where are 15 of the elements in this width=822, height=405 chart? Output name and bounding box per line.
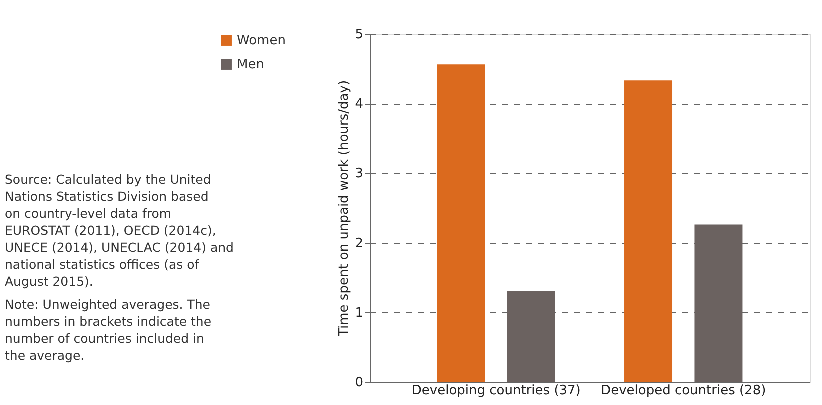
- legend-label: Men: [237, 58, 264, 72]
- y-axis-title: Time spent on unpaid work (hours/day): [337, 80, 352, 338]
- y-tick-label: 4: [355, 97, 364, 112]
- y-tick-label: 1: [355, 306, 364, 321]
- text: Note: Unweighted averages. The numbers in brackets indicate the number of countries included in the average.: [5, 297, 212, 363]
- y-tick-label: 3: [355, 166, 364, 182]
- y-tick-label: 5: [355, 28, 364, 42]
- bar: [624, 80, 673, 382]
- y-tick-label: 0: [355, 376, 364, 390]
- bar: [437, 64, 486, 382]
- y-tick-label: 2: [355, 236, 364, 252]
- x-tick-label: Developing countries (37): [412, 384, 581, 398]
- source-note: Source: Calculated by the United Nations Statistics Division based on country-level data from EUROSTAT (2011), OECD (2014c), UNECE (2014), UNECLAC (2014) and national statistics offices (as of August 2015).: [5, 172, 234, 289]
- legend-label: Women: [237, 34, 286, 48]
- x-tick-label: Developed countries (28): [601, 384, 766, 398]
